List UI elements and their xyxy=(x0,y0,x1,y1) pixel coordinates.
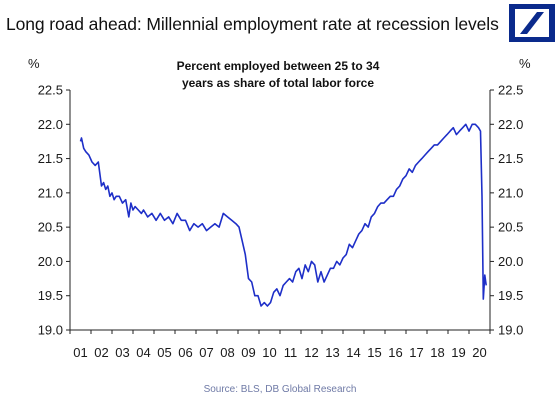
x-tick-label: 11 xyxy=(284,345,298,360)
x-tick-label: 15 xyxy=(367,345,381,360)
x-tick-label: 12 xyxy=(304,345,318,360)
y-axis-unit-left: % xyxy=(28,56,40,71)
y-tick-label-left: 20.0 xyxy=(38,254,63,269)
deutsche-bank-logo-icon xyxy=(509,4,555,42)
x-tick-label: 20 xyxy=(472,345,486,360)
y-tick-label-right: 20.0 xyxy=(498,254,523,269)
y-tick-label-left: 19.5 xyxy=(38,288,63,303)
x-tick-label: 06 xyxy=(178,345,192,360)
y-tick-label-right: 21.5 xyxy=(498,151,523,166)
y-tick-label-right: 22.0 xyxy=(498,117,523,132)
series-line xyxy=(79,123,487,307)
x-tick-label: 17 xyxy=(409,345,423,360)
x-tick-label: 13 xyxy=(325,345,339,360)
y-axis-unit-right: % xyxy=(519,56,531,71)
x-tick-label: 19 xyxy=(451,345,465,360)
y-tick-label-right: 21.0 xyxy=(498,185,523,200)
x-tick-label: 16 xyxy=(388,345,402,360)
x-tick-label: 04 xyxy=(136,345,150,360)
x-tick-label: 07 xyxy=(199,345,213,360)
y-tick-label-left: 21.0 xyxy=(38,185,63,200)
y-tick-label-right: 19.0 xyxy=(498,323,523,338)
y-tick-label-left: 22.5 xyxy=(38,83,63,98)
x-tick-label: 02 xyxy=(94,345,108,360)
chart-title-line-2: years as share of total labor force xyxy=(182,76,374,90)
y-tick-label-right: 22.5 xyxy=(498,83,523,98)
y-tick-label-left: 19.0 xyxy=(38,323,63,338)
x-tick-label: 05 xyxy=(157,345,171,360)
y-tick-label-right: 20.5 xyxy=(498,220,523,235)
page-title: Long road ahead: Millennial employment r… xyxy=(6,14,499,34)
slash-icon xyxy=(520,12,544,34)
x-tick-label: 01 xyxy=(73,345,87,360)
x-tick-label: 14 xyxy=(346,345,360,360)
y-tick-label-left: 22.0 xyxy=(38,117,63,132)
source-note: Source: BLS, DB Global Research xyxy=(203,384,357,395)
chart-title-line-1: Percent employed between 25 to 34 xyxy=(177,59,380,73)
x-tick-label: 18 xyxy=(430,345,444,360)
x-tick-label: 09 xyxy=(241,345,255,360)
y-tick-label-left: 21.5 xyxy=(38,151,63,166)
y-tick-label-right: 19.5 xyxy=(498,288,523,303)
y-tick-label-left: 20.5 xyxy=(38,220,63,235)
x-tick-label: 08 xyxy=(220,345,234,360)
x-tick-label: 10 xyxy=(262,345,276,360)
x-tick-label: 03 xyxy=(115,345,129,360)
